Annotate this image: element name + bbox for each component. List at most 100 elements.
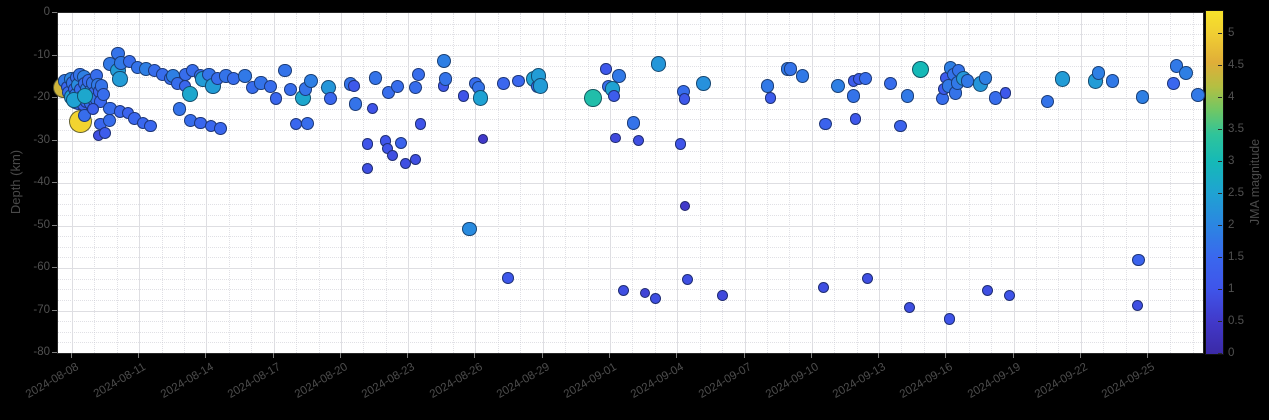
scatter-point <box>96 87 110 101</box>
scatter-point <box>1040 95 1055 109</box>
scatter-point <box>599 63 612 75</box>
gridline <box>58 310 1203 312</box>
colorbar-tick-mark <box>1218 257 1222 258</box>
x-tick-mark <box>945 353 947 358</box>
scatter-point <box>181 86 198 103</box>
y-tick-mark <box>52 267 57 268</box>
gridline <box>58 108 1203 110</box>
colorbar-tick-mark <box>1218 225 1222 226</box>
scatter-point <box>269 92 283 106</box>
scatter-point <box>387 150 399 162</box>
scatter-point <box>409 81 423 95</box>
gridline <box>475 13 477 353</box>
colorbar-tick-mark <box>1218 129 1222 131</box>
gridline <box>58 236 1203 238</box>
gridline <box>766 13 768 353</box>
y-tick-mark <box>52 182 57 183</box>
gridline <box>58 225 1203 227</box>
scatter-point <box>477 133 488 144</box>
scatter-point <box>618 284 630 296</box>
y-tick-label: -60 <box>33 261 50 273</box>
scatter-point <box>943 313 956 325</box>
gridline <box>1192 13 1194 353</box>
scatter-point <box>818 282 830 294</box>
gridline <box>71 13 73 353</box>
gridline <box>991 13 993 353</box>
scatter-point <box>849 113 862 125</box>
gridline <box>901 13 903 353</box>
gridline <box>58 193 1203 195</box>
x-tick-mark <box>407 353 409 358</box>
gridline <box>184 13 185 353</box>
scatter-point <box>436 54 451 68</box>
colorbar-tick-label: 3.5 <box>1228 123 1244 136</box>
colorbar-label: JMA magnitude <box>1248 138 1262 225</box>
colorbar-tick-mark <box>1218 193 1222 195</box>
scatter-point <box>1091 65 1106 80</box>
gridline <box>453 13 455 353</box>
gridline <box>1035 13 1037 353</box>
colorbar-tick-mark <box>1218 97 1222 99</box>
colorbar-tick-label: 1.5 <box>1228 251 1244 263</box>
scatter-point <box>682 273 694 285</box>
x-tick-mark <box>1079 353 1081 358</box>
gridline <box>58 299 1203 301</box>
gridline <box>58 204 1203 206</box>
scatter-point <box>883 77 897 91</box>
x-tick-mark <box>1012 353 1014 358</box>
gridline <box>879 13 881 353</box>
gridline <box>58 289 1203 291</box>
scatter-point <box>76 88 93 105</box>
scatter-point <box>819 117 832 131</box>
x-tick-mark <box>810 353 812 358</box>
gridline <box>632 13 634 353</box>
scatter-point <box>978 71 993 85</box>
scatter-point <box>583 89 602 107</box>
gridline <box>968 13 970 353</box>
x-tick-mark <box>272 353 274 358</box>
gridline <box>340 13 342 353</box>
scatter-point <box>301 117 315 131</box>
gridline <box>1080 13 1082 353</box>
gridline <box>228 13 230 353</box>
y-tick-mark <box>52 139 57 141</box>
colorbar-tick-label: 0.5 <box>1228 315 1244 327</box>
gridline <box>94 13 96 353</box>
x-tick-mark <box>676 353 678 358</box>
scatter-point <box>650 292 662 304</box>
scatter-point <box>410 153 422 165</box>
gridline <box>58 214 1203 216</box>
scatter-point <box>362 163 374 175</box>
colorbar-tick-label: 4.5 <box>1228 59 1244 72</box>
scatter-point <box>394 136 408 150</box>
y-tick-mark <box>52 309 57 311</box>
scatter-point <box>512 74 526 88</box>
x-tick-mark <box>205 353 207 358</box>
x-tick-mark <box>474 353 476 358</box>
scatter-point <box>264 79 278 93</box>
scatter-point <box>1105 74 1120 88</box>
scatter-point <box>367 102 379 114</box>
scatter-point <box>611 69 626 83</box>
scatter-point <box>696 75 712 91</box>
y-tick-mark <box>52 352 57 353</box>
y-tick-label: -40 <box>33 176 50 188</box>
colorbar-tick-mark <box>1218 65 1222 67</box>
scatter-point <box>144 119 158 133</box>
x-tick-mark <box>743 353 745 358</box>
scatter-point <box>760 79 775 93</box>
gridline <box>273 13 275 353</box>
gridline <box>1148 13 1150 353</box>
scatter-point <box>86 102 100 116</box>
scatter-point <box>369 71 383 85</box>
scatter-point <box>795 69 810 83</box>
gridline <box>206 13 208 353</box>
scatter-point <box>458 90 470 102</box>
y-tick-label: -80 <box>33 346 50 358</box>
gridline <box>58 87 1203 89</box>
y-tick-label: -10 <box>33 48 50 61</box>
scatter-point <box>472 90 489 106</box>
scatter-point <box>284 82 298 96</box>
gridline <box>58 331 1203 333</box>
y-tick-label: -20 <box>33 91 50 103</box>
